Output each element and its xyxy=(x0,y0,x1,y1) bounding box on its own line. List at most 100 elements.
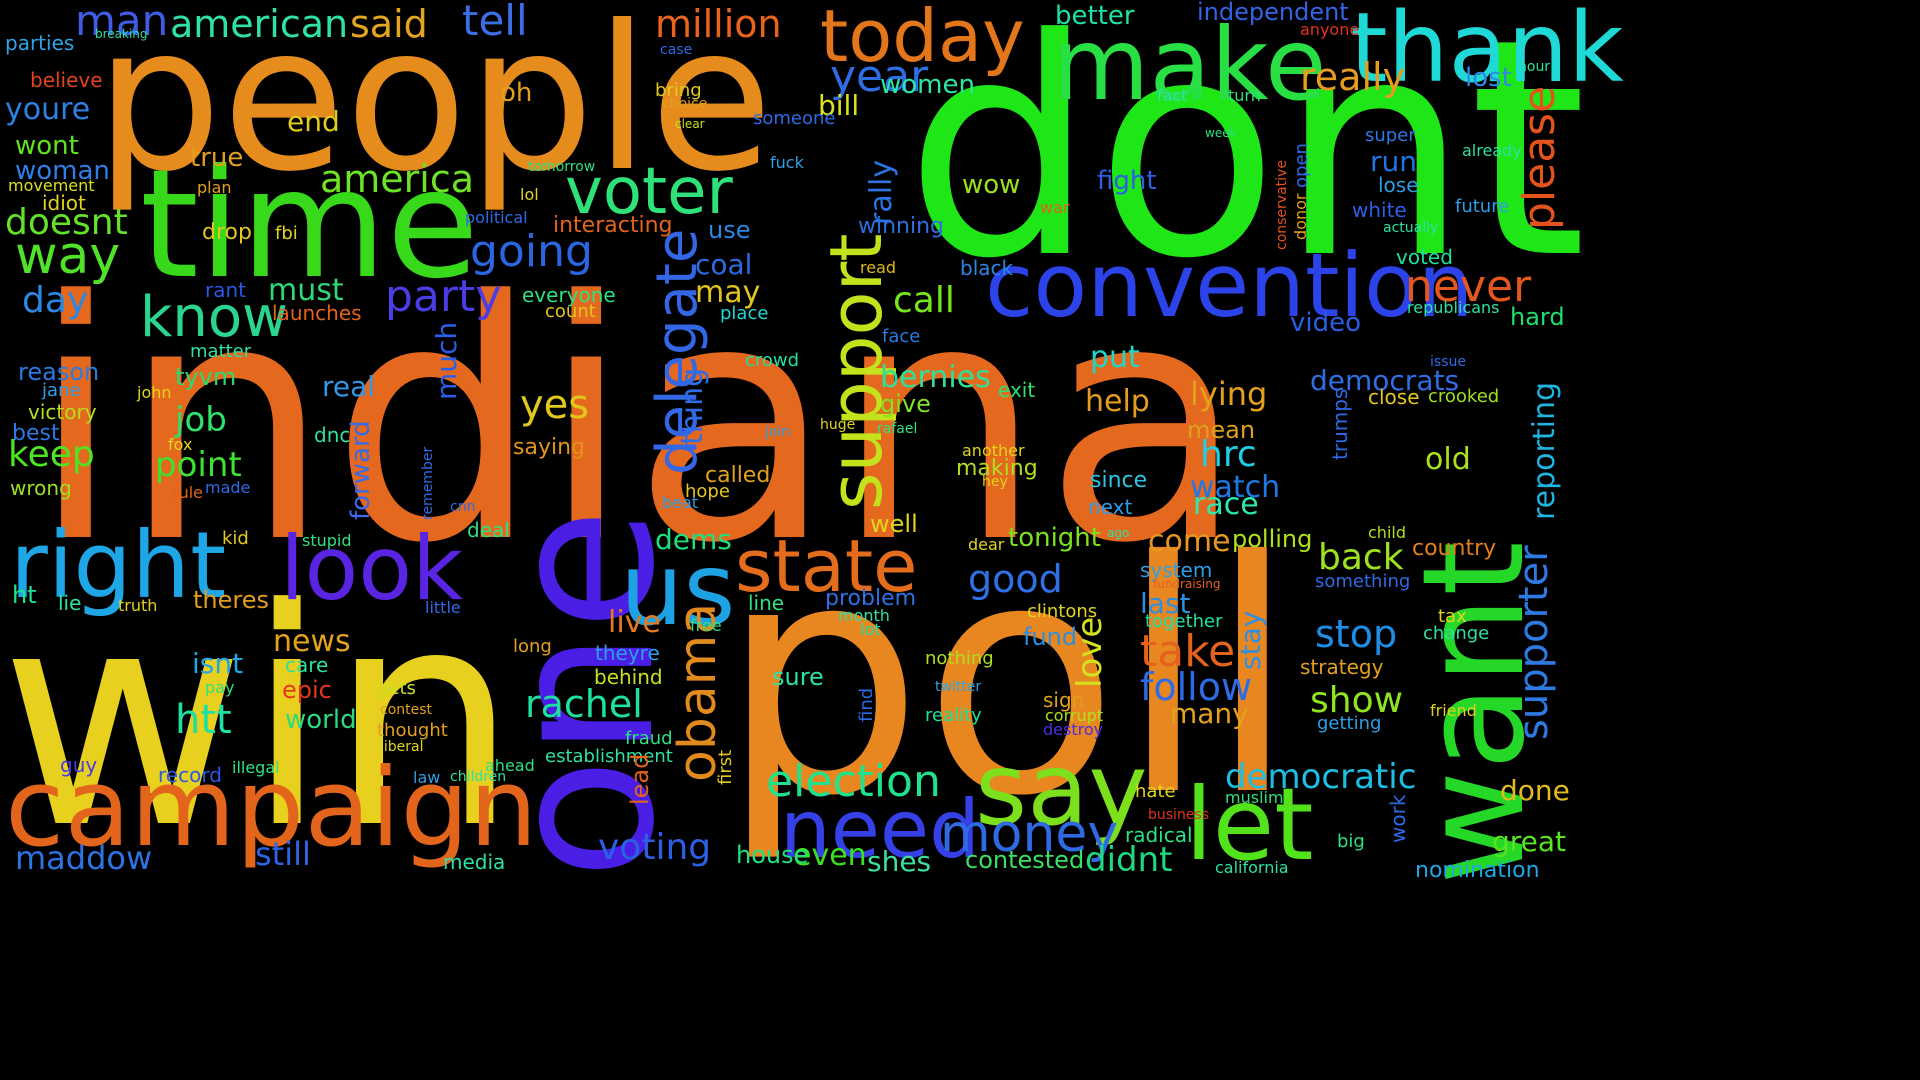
word-hour: hour xyxy=(1518,59,1551,75)
word-fraud: fraud xyxy=(625,728,673,749)
word-breaking: breaking xyxy=(95,27,148,41)
word-dont: dont xyxy=(905,0,1587,324)
word-house: house xyxy=(736,841,809,869)
word-clintons: clintons xyxy=(1027,601,1098,622)
word-news: news xyxy=(273,624,351,659)
word-war: war xyxy=(1040,198,1070,217)
word-long: long xyxy=(513,636,552,657)
word-read: read xyxy=(860,258,897,277)
word-us: us xyxy=(620,531,736,648)
word-voting: voting xyxy=(598,827,712,868)
word-rafael: rafael xyxy=(877,421,918,437)
word-doesnt: doesnt xyxy=(5,202,128,243)
word-hrc: hrc xyxy=(1200,434,1257,475)
word-yes: yes xyxy=(520,382,590,428)
word-everyone: everyone xyxy=(522,283,616,307)
word-lose: lose xyxy=(1378,173,1419,197)
word-isnt: isnt xyxy=(192,647,244,680)
word-kid: kid xyxy=(222,528,249,549)
word-real: real xyxy=(322,370,376,403)
word-find: find xyxy=(856,687,877,722)
word-twitter: twitter xyxy=(935,679,982,695)
word-thing: thing xyxy=(675,367,710,445)
word-dear: dear xyxy=(968,535,1005,554)
word-fox: fox xyxy=(168,435,193,454)
word-voter: voter xyxy=(565,155,733,229)
word-behind: behind xyxy=(594,665,663,689)
word-join: join xyxy=(765,424,791,440)
word-turn: turn xyxy=(1228,86,1261,105)
word-going: going xyxy=(470,226,593,277)
word-rule: rule xyxy=(172,483,204,502)
word-conservative: conservative xyxy=(1274,160,1290,250)
word-contest: contest xyxy=(380,702,433,718)
word-ago: ago xyxy=(1107,526,1130,540)
word-tyvm: tyvm xyxy=(175,363,237,391)
word-video: video xyxy=(1290,308,1362,338)
word-business: business xyxy=(1148,807,1210,823)
word-movement: movement xyxy=(8,176,95,195)
word-world: world xyxy=(285,705,357,735)
word-choice: choice xyxy=(662,96,708,112)
word-coal: coal xyxy=(695,248,753,281)
word-pay: pay xyxy=(205,678,235,697)
word-reality: reality xyxy=(925,705,982,726)
word-parties: parties xyxy=(5,31,75,55)
word-great: great xyxy=(1492,825,1567,858)
word-launches: launches xyxy=(272,301,362,325)
word-actually: actually xyxy=(1383,220,1439,236)
word-fundraising: fundraising xyxy=(1153,577,1221,591)
word-didnt: didnt xyxy=(1085,840,1173,880)
word-fbi: fbi xyxy=(275,223,298,244)
word-back: back xyxy=(1318,537,1404,578)
word-forward: forward xyxy=(346,420,376,520)
word-fact: fact xyxy=(1157,86,1188,105)
word-oh: oh xyxy=(500,78,533,108)
word-contested: contested xyxy=(965,846,1085,874)
word-know: know xyxy=(140,285,288,350)
word-way: way xyxy=(15,226,121,286)
word-lol: lol xyxy=(520,185,539,204)
word-week: week xyxy=(1205,126,1237,140)
word-point: point xyxy=(155,445,242,485)
word-republicans: republicans xyxy=(1407,298,1500,317)
word-plan: plan xyxy=(197,178,232,197)
word-establishment: establishment xyxy=(545,746,673,767)
word-said: said xyxy=(350,2,428,46)
word-big: big xyxy=(1337,831,1365,852)
word-independent: independent xyxy=(1197,0,1349,26)
word-media: media xyxy=(443,850,506,874)
word-crowd: crowd xyxy=(745,350,800,371)
word-making: making xyxy=(956,456,1038,481)
word-sure: sure xyxy=(772,663,824,691)
word-race: race xyxy=(1193,487,1259,522)
word-wont: wont xyxy=(15,131,79,161)
word-another: another xyxy=(962,441,1025,460)
word-place: place xyxy=(720,303,769,324)
word-stupid: stupid xyxy=(302,531,352,550)
word-illegal: illegal xyxy=(232,758,280,777)
word-hard: hard xyxy=(1510,303,1565,331)
word-much: much xyxy=(430,321,463,400)
word-lot: lot xyxy=(860,620,881,639)
word-clear: clear xyxy=(675,117,705,131)
word-first: first xyxy=(715,749,736,785)
word-please: please xyxy=(1514,85,1565,230)
word-democratic: democratic xyxy=(1225,757,1417,797)
word-time: time xyxy=(140,138,479,312)
word-well: well xyxy=(870,510,918,538)
word-bring: bring xyxy=(655,80,702,101)
word-face: face xyxy=(882,326,921,347)
word-tax: tax xyxy=(1438,606,1467,627)
word-million: million xyxy=(655,2,782,46)
word-something: something xyxy=(1315,571,1411,592)
word-thank: thank xyxy=(1350,0,1624,104)
word-epic: epic xyxy=(282,676,332,704)
word-give: give xyxy=(880,390,931,418)
word-still: still xyxy=(255,835,311,873)
word-guy: guy xyxy=(60,753,98,777)
word-winning: winning xyxy=(858,214,945,239)
word-polling: polling xyxy=(1232,525,1313,553)
word-count: count xyxy=(545,301,596,322)
